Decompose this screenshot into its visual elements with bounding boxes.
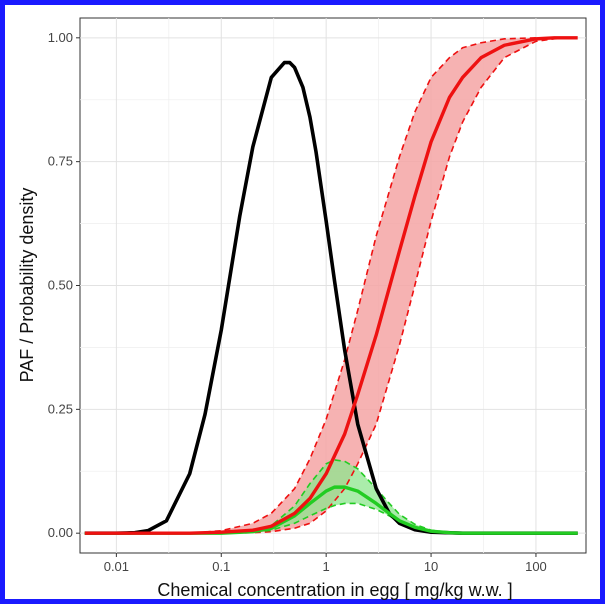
y-tick-label: 0.50 bbox=[48, 278, 73, 293]
x-axis-title: Chemical concentration in egg [ mg/kg w.… bbox=[157, 580, 512, 600]
green-band bbox=[84, 459, 578, 534]
x-tick-label: 100 bbox=[525, 559, 547, 574]
green-curve bbox=[84, 485, 578, 535]
y-tick-label: 0.75 bbox=[48, 154, 73, 169]
x-tick-label: 0.01 bbox=[104, 559, 129, 574]
x-tick-label: 10 bbox=[424, 559, 438, 574]
x-tick-label: 0.1 bbox=[212, 559, 230, 574]
axis-layer: 0.00 0.25 0.50 0.75 1.00 0.01 0.1 1 10 100 bbox=[48, 30, 547, 574]
band-layer bbox=[84, 37, 578, 534]
x-tick-label: 1 bbox=[323, 559, 330, 574]
line-layer bbox=[84, 36, 578, 535]
y-tick-label: 0.00 bbox=[48, 525, 73, 540]
y-axis-title: PAF / Probability density bbox=[17, 188, 37, 383]
red-curve bbox=[84, 36, 578, 535]
red-band-upper bbox=[84, 37, 578, 534]
black-curve bbox=[84, 60, 578, 535]
y-tick-label: 1.00 bbox=[48, 30, 73, 45]
red-band bbox=[84, 37, 578, 534]
red-band-lower bbox=[84, 37, 578, 534]
y-tick-label: 0.25 bbox=[48, 401, 73, 416]
